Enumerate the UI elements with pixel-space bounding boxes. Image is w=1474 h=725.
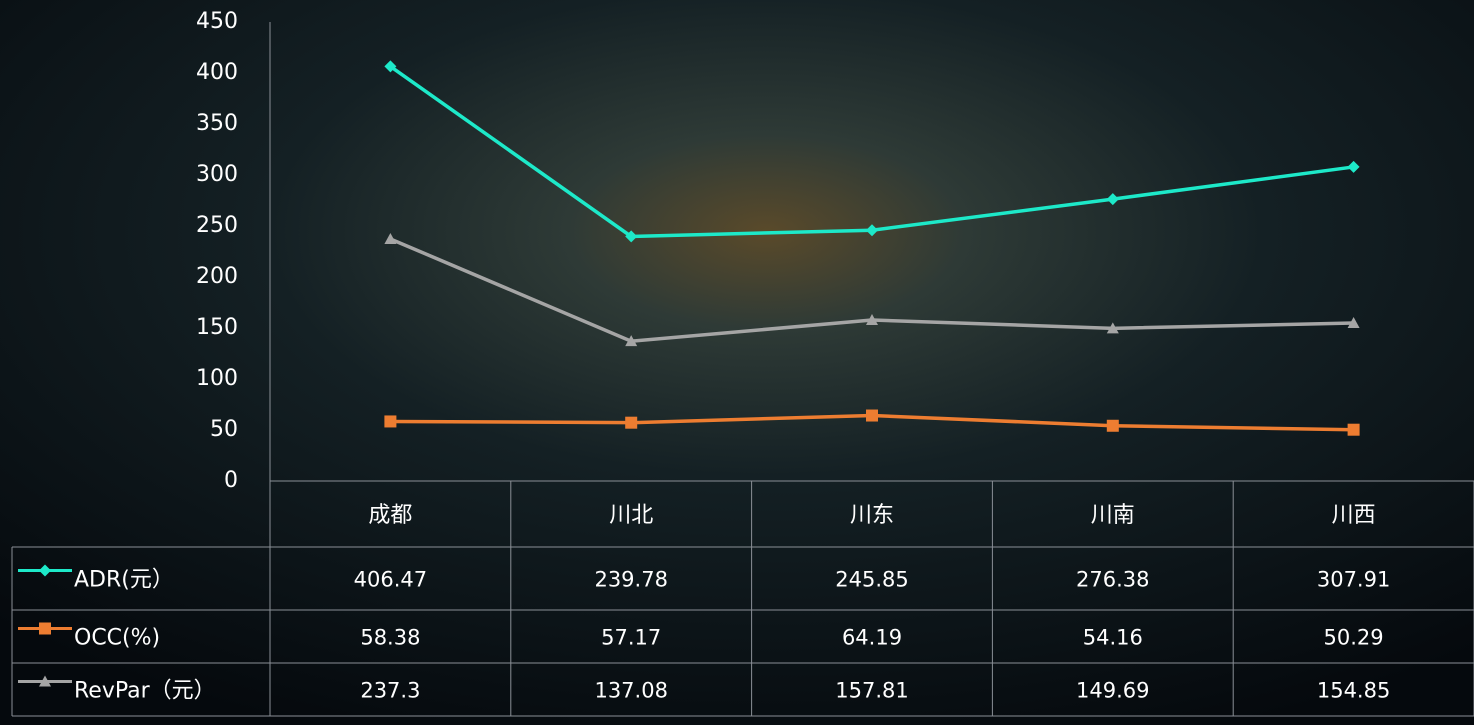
y-tick-label: 200 — [196, 264, 238, 289]
table-value: 237.3 — [360, 679, 420, 703]
point-marker — [625, 230, 638, 243]
point-marker — [625, 416, 638, 429]
y-tick-label: 450 — [196, 9, 238, 34]
y-tick-label: 100 — [196, 366, 238, 391]
x-tick-label: 川东 — [850, 503, 894, 528]
legend-marker — [39, 675, 51, 687]
legend-marker — [39, 564, 51, 577]
legend-marker — [39, 622, 51, 635]
point-marker — [866, 314, 878, 326]
point-marker — [866, 409, 878, 422]
x-tick-label: 川南 — [1091, 503, 1135, 528]
y-tick-label: 50 — [210, 417, 238, 442]
y-tick-label: 150 — [196, 315, 238, 340]
table-value: 149.69 — [1076, 679, 1149, 703]
x-tick-label: 成都 — [368, 503, 412, 528]
table-value: 154.85 — [1317, 679, 1390, 703]
table-value: 57.17 — [601, 626, 661, 650]
point-marker — [1347, 317, 1360, 329]
point-marker — [625, 335, 638, 347]
table-value: 276.38 — [1076, 568, 1149, 592]
table-value: 245.85 — [835, 568, 908, 592]
table-value: 157.81 — [835, 679, 908, 703]
y-tick-label: 250 — [196, 213, 238, 238]
point-marker — [1347, 160, 1360, 173]
table-value: 307.91 — [1317, 568, 1390, 592]
x-tick-label: 川西 — [1332, 503, 1376, 528]
table-value: 239.78 — [594, 568, 667, 592]
table-value: 64.19 — [842, 626, 902, 650]
point-marker — [384, 60, 397, 73]
point-marker — [1106, 419, 1119, 432]
table-value: 137.08 — [594, 679, 667, 703]
legend-label: OCC(%) — [74, 626, 160, 651]
legend-label: ADR(元） — [74, 568, 174, 593]
point-marker — [1106, 193, 1119, 206]
point-marker — [384, 232, 397, 244]
point-marker — [1347, 423, 1360, 436]
point-marker — [1106, 322, 1119, 334]
legend-label: RevPar（元） — [74, 679, 216, 704]
y-tick-label: 0 — [224, 468, 238, 493]
table-value: 58.38 — [360, 626, 420, 650]
table-value: 50.29 — [1324, 626, 1384, 650]
table-value: 54.16 — [1083, 626, 1143, 650]
x-tick-label: 川北 — [609, 503, 653, 528]
y-tick-label: 350 — [196, 111, 238, 136]
y-tick-label: 400 — [196, 60, 238, 85]
point-marker — [384, 415, 397, 428]
table-value: 406.47 — [354, 568, 427, 592]
y-tick-label: 300 — [196, 162, 238, 187]
point-marker — [866, 224, 878, 237]
